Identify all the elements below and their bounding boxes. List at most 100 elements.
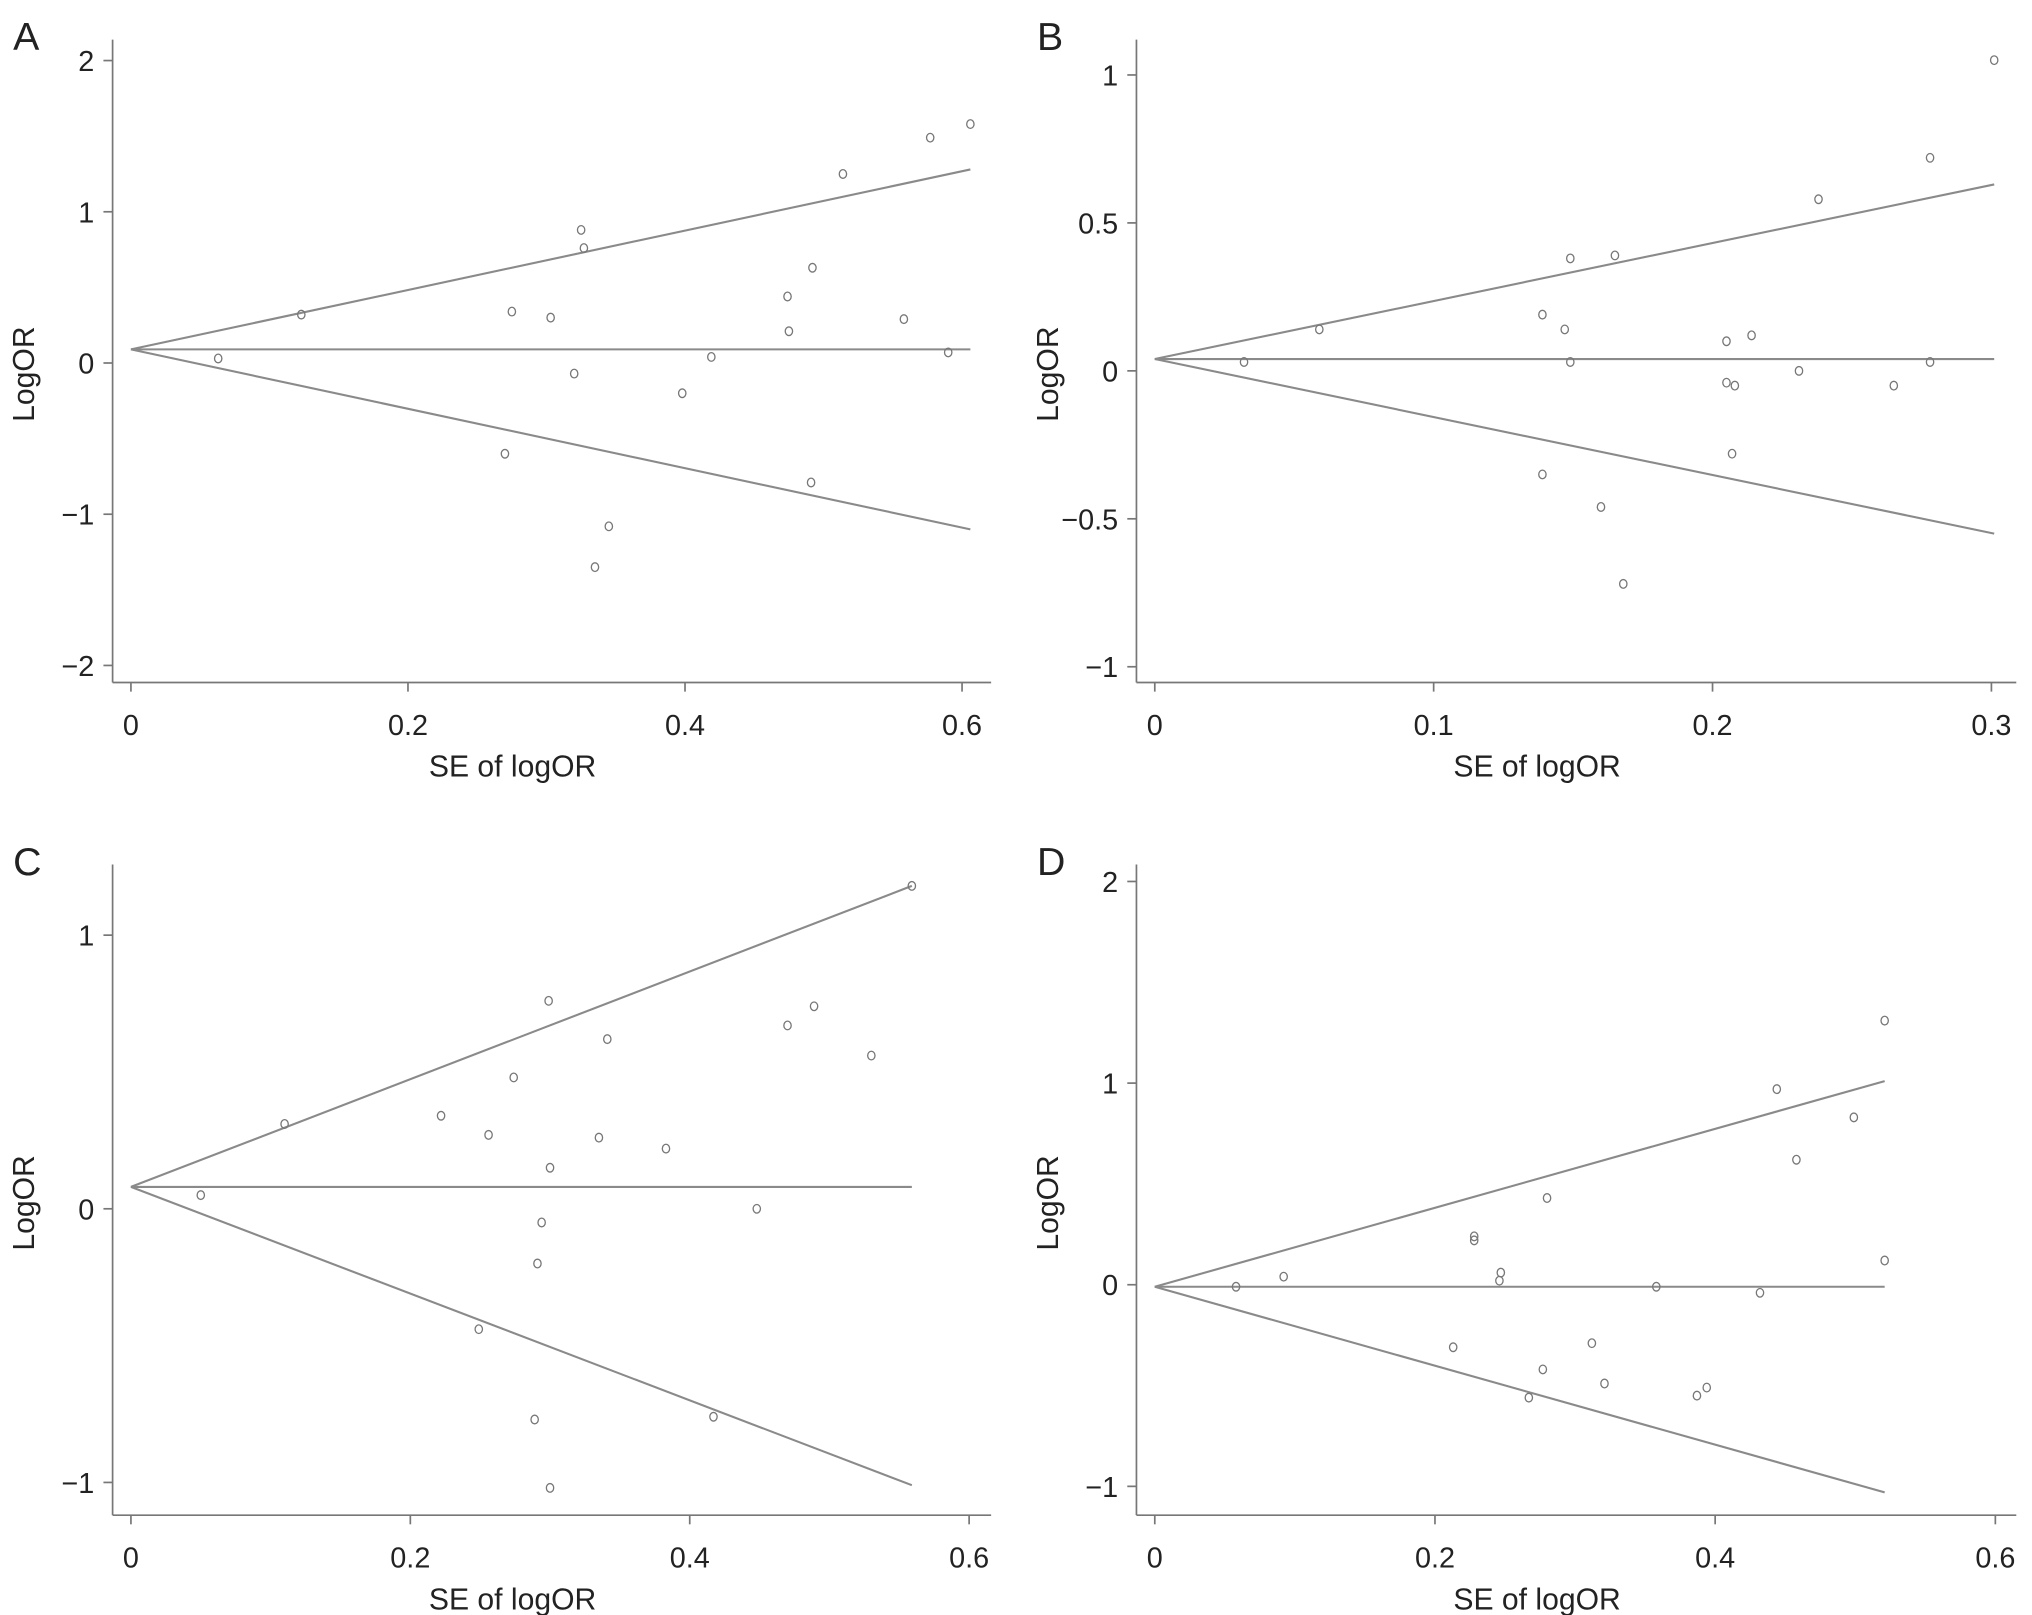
y-tick-label: 2 bbox=[78, 46, 94, 78]
x-axis-label: SE of logOR bbox=[429, 751, 596, 784]
study-point bbox=[594, 1132, 604, 1143]
study-point bbox=[500, 448, 510, 459]
y-tick-label: 0.5 bbox=[1078, 208, 1118, 240]
x-tick-label: 0 bbox=[123, 710, 139, 742]
y-axis-label: LogOR bbox=[8, 326, 41, 421]
study-point bbox=[1231, 1281, 1241, 1292]
y-tick-label: −1 bbox=[61, 500, 94, 532]
study-point bbox=[474, 1324, 484, 1335]
x-axis-label: SE of logOR bbox=[1453, 751, 1620, 784]
x-tick-label: 0 bbox=[123, 1543, 139, 1575]
study-point bbox=[1565, 357, 1575, 367]
study-point bbox=[1618, 578, 1628, 589]
study-point bbox=[808, 262, 817, 273]
study-point bbox=[783, 291, 792, 302]
y-tick-label: 1 bbox=[78, 197, 94, 229]
study-point bbox=[925, 132, 935, 143]
study-point bbox=[1880, 1015, 1889, 1026]
y-tick-label: −1 bbox=[1085, 1472, 1118, 1504]
study-point bbox=[280, 1118, 289, 1129]
x-tick-label: 0.4 bbox=[665, 710, 705, 742]
study-point bbox=[530, 1414, 539, 1425]
study-point bbox=[1314, 324, 1324, 335]
panel-c: C −1 0 1 0 0.2 0.4 0.6 SE of logOR LogOR bbox=[8, 840, 992, 1615]
study-point bbox=[1722, 377, 1731, 388]
y-tick-label: 1 bbox=[1102, 1069, 1118, 1101]
study-point bbox=[590, 562, 600, 573]
y-axis-label: LogOR bbox=[1032, 326, 1065, 421]
study-point bbox=[867, 1050, 876, 1061]
study-point bbox=[1727, 448, 1737, 459]
study-point bbox=[1538, 1364, 1548, 1375]
upper-pseudo-ci-line bbox=[1154, 1080, 1885, 1288]
study-point bbox=[784, 326, 794, 337]
study-point bbox=[1587, 1338, 1597, 1349]
study-point bbox=[1925, 357, 1935, 367]
lower-pseudo-ci-line bbox=[130, 348, 971, 531]
study-point bbox=[1538, 469, 1547, 480]
panel-label: B bbox=[1037, 15, 1063, 59]
study-point bbox=[1651, 1281, 1661, 1292]
study-point bbox=[1542, 1193, 1552, 1204]
y-tick-label: −0.5 bbox=[1061, 504, 1118, 536]
study-point bbox=[1989, 55, 1999, 66]
lower-pseudo-ci-line bbox=[1154, 357, 1995, 535]
study-point bbox=[509, 1072, 519, 1083]
x-tick-label: 0.4 bbox=[1695, 1543, 1735, 1575]
study-point bbox=[899, 314, 909, 325]
study-point bbox=[1469, 1235, 1479, 1246]
y-tick-label: 0 bbox=[1102, 1270, 1118, 1302]
study-point bbox=[576, 224, 586, 235]
y-tick-label: 0 bbox=[78, 348, 94, 380]
study-point bbox=[1692, 1390, 1702, 1401]
study-point bbox=[1239, 357, 1249, 367]
y-tick-label: 1 bbox=[78, 921, 94, 953]
study-point bbox=[677, 388, 687, 399]
study-point bbox=[436, 1110, 446, 1121]
study-point bbox=[1889, 380, 1899, 391]
x-tick-label: 0.3 bbox=[1971, 710, 2011, 742]
x-tick-label: 0.6 bbox=[949, 1543, 989, 1575]
study-point bbox=[752, 1203, 762, 1214]
x-tick-label: 0.6 bbox=[942, 710, 982, 742]
x-tick-label: 0.2 bbox=[390, 1543, 430, 1575]
study-point bbox=[546, 312, 555, 323]
x-tick-label: 0.6 bbox=[1975, 1543, 2015, 1575]
study-point bbox=[809, 1001, 819, 1012]
y-tick-label: −2 bbox=[61, 651, 94, 683]
panel-b: B −1 −0.5 0 0.5 1 0 0.1 0.2 0.3 SE of logOR LogOR bbox=[1032, 15, 2017, 784]
study-point bbox=[296, 309, 306, 320]
study-point bbox=[1596, 501, 1606, 512]
study-point bbox=[1794, 365, 1804, 376]
study-point bbox=[1560, 324, 1570, 335]
x-tick-label: 0.2 bbox=[1415, 1543, 1455, 1575]
study-point bbox=[1792, 1154, 1801, 1165]
study-point bbox=[1880, 1255, 1889, 1266]
study-point bbox=[1448, 1342, 1458, 1353]
study-point bbox=[838, 168, 848, 179]
y-tick-label: −1 bbox=[61, 1468, 94, 1500]
study-point bbox=[783, 1020, 792, 1031]
study-point bbox=[213, 353, 223, 364]
study-point bbox=[1925, 152, 1935, 163]
study-point bbox=[1495, 1275, 1504, 1286]
x-tick-label: 0.4 bbox=[670, 1543, 710, 1575]
y-tick-label: 1 bbox=[1102, 60, 1118, 92]
study-point bbox=[569, 368, 579, 379]
study-point bbox=[1600, 1378, 1609, 1389]
study-point bbox=[579, 243, 589, 254]
study-point bbox=[1772, 1084, 1782, 1095]
panel-a: A −2 −1 0 1 2 0 0.2 0.4 0.6 SE of logOR LogOR bbox=[8, 15, 992, 784]
study-point bbox=[1814, 194, 1823, 205]
study-point bbox=[1730, 380, 1740, 391]
upper-pseudo-ci-line bbox=[130, 884, 913, 1188]
x-tick-label: 0.1 bbox=[1414, 710, 1454, 742]
x-tick-label: 0.2 bbox=[1693, 710, 1733, 742]
study-point bbox=[806, 477, 816, 488]
study-point bbox=[966, 119, 975, 130]
study-point bbox=[1849, 1112, 1859, 1123]
study-point bbox=[1279, 1271, 1288, 1282]
x-axis-label: SE of logOR bbox=[429, 1583, 596, 1615]
study-point bbox=[1747, 330, 1756, 341]
